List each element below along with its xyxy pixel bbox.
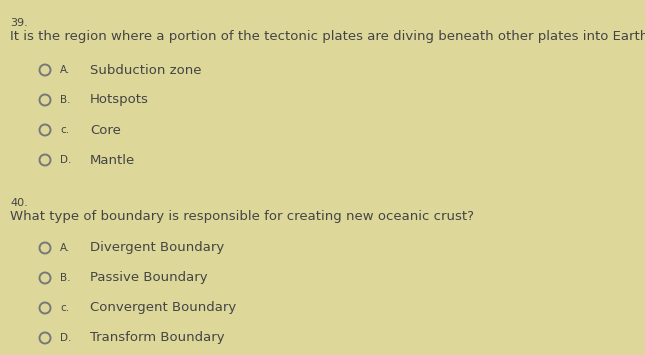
Text: D.: D. [60,155,72,165]
Text: B.: B. [60,273,70,283]
Text: c.: c. [60,125,69,135]
Text: Convergent Boundary: Convergent Boundary [90,301,236,315]
Text: 39.: 39. [10,18,28,28]
Text: c.: c. [60,303,69,313]
Text: Mantle: Mantle [90,153,135,166]
Text: Core: Core [90,124,121,137]
Text: It is the region where a portion of the tectonic plates are diving beneath other: It is the region where a portion of the … [10,30,645,43]
Text: D.: D. [60,333,72,343]
Text: A.: A. [60,243,70,253]
Text: Divergent Boundary: Divergent Boundary [90,241,224,255]
Text: What type of boundary is responsible for creating new oceanic crust?: What type of boundary is responsible for… [10,210,474,223]
Text: B.: B. [60,95,70,105]
Text: A.: A. [60,65,70,75]
Text: Hotspots: Hotspots [90,93,149,106]
Text: Passive Boundary: Passive Boundary [90,272,208,284]
Text: Transform Boundary: Transform Boundary [90,332,224,344]
Text: Subduction zone: Subduction zone [90,64,201,76]
Text: 40.: 40. [10,198,28,208]
